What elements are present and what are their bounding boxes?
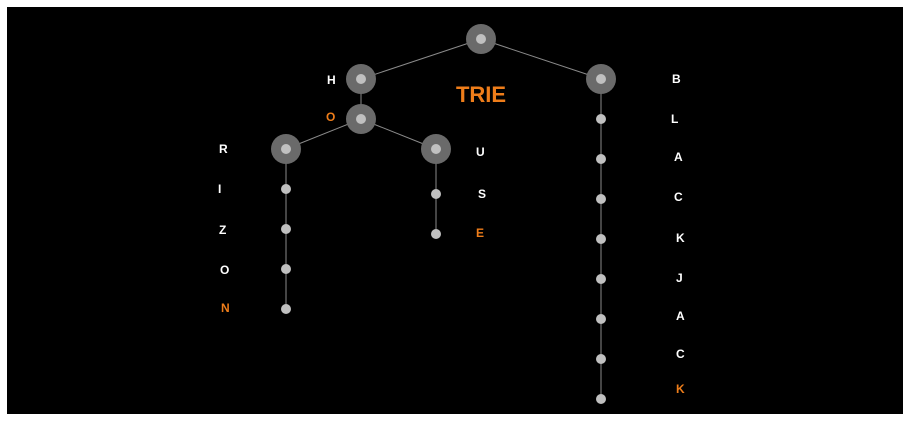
node-letter-blackjac: C	[676, 347, 685, 361]
node-dot-bl	[596, 114, 606, 124]
edge-root-b	[480, 38, 596, 79]
node-letter-blackjack: K	[676, 382, 685, 396]
node-letter-hou: U	[476, 145, 485, 159]
node-house	[431, 229, 441, 239]
nodes-layer	[271, 24, 616, 404]
node-letter-blac: C	[674, 190, 683, 204]
node-dot-b	[596, 74, 606, 84]
node-letter-bla: A	[674, 150, 683, 164]
node-dot-hou	[431, 144, 441, 154]
node-dot-hori	[281, 184, 291, 194]
node-dot-root	[476, 34, 486, 44]
node-dot-horizon	[281, 304, 291, 314]
node-letter-black: K	[676, 231, 685, 245]
node-bla	[596, 154, 606, 164]
node-letter-blackj: J	[676, 271, 683, 285]
node-bl	[596, 114, 606, 124]
node-hor	[271, 134, 301, 164]
node-dot-hor	[281, 144, 291, 154]
node-dot-ho	[356, 114, 366, 124]
node-ho	[346, 104, 376, 134]
node-letter-horizo: O	[220, 263, 229, 277]
node-horizon	[281, 304, 291, 314]
edge-root-h	[366, 38, 482, 79]
node-b	[586, 64, 616, 94]
node-letter-hor: R	[219, 142, 228, 156]
node-letter-b: B	[672, 72, 681, 86]
node-blackjack	[596, 394, 606, 404]
node-blackjac	[596, 354, 606, 364]
node-letter-horiz: Z	[219, 223, 226, 237]
labels-layer: H O R I Z O N U S E B L A C K J A C K	[218, 72, 685, 396]
node-dot-h	[356, 74, 366, 84]
node-dot-bla	[596, 154, 606, 164]
node-dot-house	[431, 229, 441, 239]
node-hous	[431, 189, 441, 199]
node-black	[596, 234, 606, 244]
node-dot-horizo	[281, 264, 291, 274]
node-letter-hori: I	[218, 182, 221, 196]
node-letter-blackja: A	[676, 309, 685, 323]
diagram-title: TRIE	[456, 82, 506, 107]
node-h	[346, 64, 376, 94]
node-dot-blackj	[596, 274, 606, 284]
edges-layer	[285, 38, 602, 399]
node-letter-ho: O	[326, 110, 335, 124]
node-dot-hous	[431, 189, 441, 199]
trie-diagram: H O R I Z O N U S E B L A C K J A C K TRIE	[218, 24, 685, 404]
node-blac	[596, 194, 606, 204]
node-letter-house: E	[476, 226, 484, 240]
node-hori	[281, 184, 291, 194]
node-dot-blackjack	[596, 394, 606, 404]
node-blackj	[596, 274, 606, 284]
node-dot-horiz	[281, 224, 291, 234]
node-dot-blackja	[596, 314, 606, 324]
node-blackja	[596, 314, 606, 324]
node-root	[466, 24, 496, 54]
node-dot-black	[596, 234, 606, 244]
node-letter-h: H	[327, 73, 336, 87]
trie-diagram-canvas: H O R I Z O N U S E B L A C K J A C K TRIE	[7, 7, 903, 414]
node-letter-hous: S	[478, 187, 486, 201]
node-dot-blackjac	[596, 354, 606, 364]
node-dot-blac	[596, 194, 606, 204]
node-horiz	[281, 224, 291, 234]
node-letter-bl: L	[671, 112, 678, 126]
node-letter-horizon: N	[221, 301, 230, 315]
node-horizo	[281, 264, 291, 274]
node-hou	[421, 134, 451, 164]
